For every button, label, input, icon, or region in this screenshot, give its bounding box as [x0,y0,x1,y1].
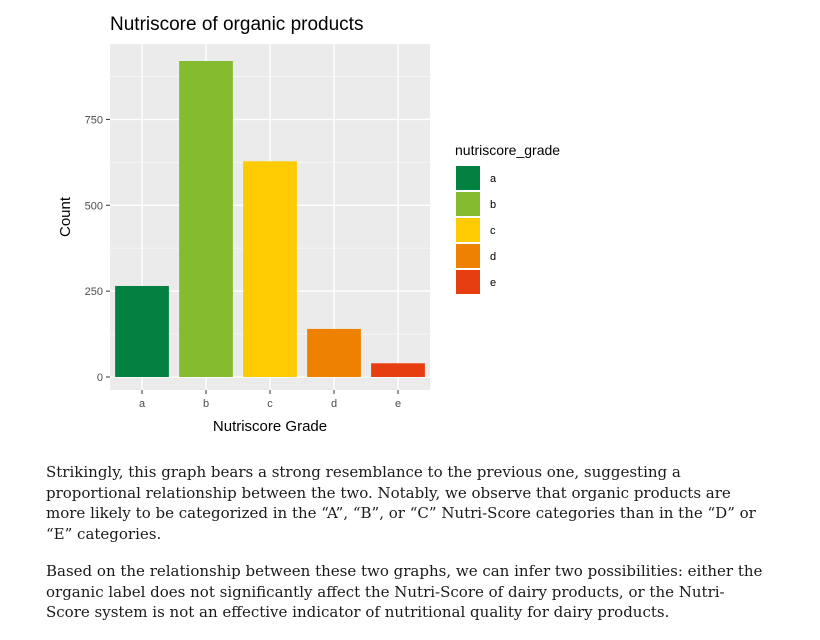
bar-d [307,328,361,377]
x-axis-label: Nutriscore Grade [213,418,327,435]
x-tick-label: c [267,398,273,410]
x-tick-label: d [331,398,337,410]
paragraph-1: Strikingly, this graph bears a strong re… [46,463,756,543]
legend-swatch-a [456,166,480,190]
legend-label-a: a [490,173,497,185]
axes: 0 250 500 750 a b c d e [85,114,401,410]
paragraph-2: Based on the relationship between these … [46,562,763,621]
legend-label-b: b [490,199,496,211]
chart-title: Nutriscore of organic products [110,14,363,35]
legend-title: nutriscore_grade [455,142,560,158]
bar-c [243,161,297,377]
y-tick-label: 250 [85,286,103,298]
legend-label-c: c [490,225,496,237]
bar-a [115,285,169,377]
legend: a b c d e [456,166,497,294]
y-tick-label: 500 [85,200,103,212]
y-axis-label: Count [57,196,74,237]
bar-e [371,363,425,377]
legend-swatch-e [456,270,480,294]
legend-swatch-c [456,218,480,242]
y-tick-label: 0 [97,372,103,384]
legend-label-e: e [490,277,496,289]
y-tick-label: 750 [85,114,103,126]
x-tick-label: b [203,398,209,410]
bars [115,61,425,377]
bar-b [179,61,233,377]
legend-label-d: d [490,251,496,263]
legend-swatch-d [456,244,480,268]
legend-swatch-b [456,192,480,216]
x-tick-label: e [395,398,401,410]
x-tick-label: a [139,398,146,410]
bar-chart: Nutriscore of organic products 0 250 500 75… [57,14,560,435]
